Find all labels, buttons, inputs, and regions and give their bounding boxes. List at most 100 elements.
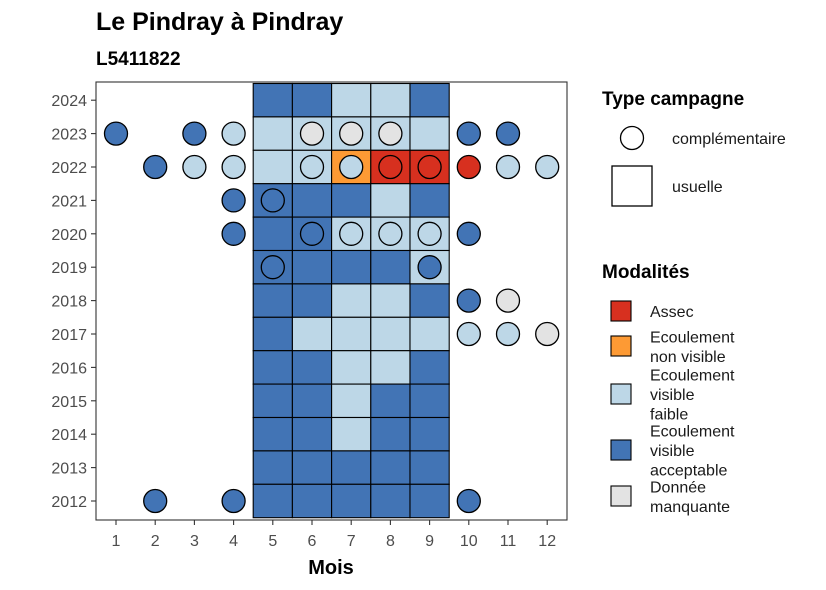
legend-label-ecoulement-visible-faible: Ecoulement visible faible [650, 368, 735, 424]
tile-2015-6 [291, 383, 333, 419]
legend-label-ecoulement-visible-acceptable: Ecoulement visible acceptable [650, 424, 735, 480]
point-2020-9 [417, 221, 442, 246]
legend-swatch-ecoulement-visible-faible [610, 383, 632, 405]
chart-subtitle: L5411822 [96, 49, 181, 70]
y-tick-label-2023: 2023 [51, 127, 87, 144]
x-tick-label-7: 7 [347, 533, 356, 550]
point-2018-11 [495, 288, 521, 313]
tile-2012-7 [331, 483, 372, 519]
tile-2021-7 [331, 183, 372, 218]
tile-2016-8 [370, 350, 411, 385]
point-2018-10 [456, 288, 481, 313]
tile-2017-6 [291, 316, 333, 352]
tile-2018-8 [370, 283, 411, 318]
point-2022-12 [535, 154, 560, 180]
legend-modalites-title: Modalités [602, 262, 690, 283]
point-2022-9 [417, 154, 442, 180]
chart-title: Le Pindray à Pindray [96, 8, 343, 36]
point-2023-11 [495, 121, 521, 146]
tile-2019-7 [331, 249, 372, 285]
tile-2017-7 [331, 316, 372, 352]
tile-2018-6 [291, 283, 333, 318]
point-2019-9 [417, 255, 442, 280]
point-2020-4 [221, 221, 246, 246]
point-2012-10 [456, 488, 481, 514]
x-tick-label-8: 8 [386, 533, 395, 550]
legend-label-ecoulement-non-visible: Ecoulement non visible [650, 329, 735, 366]
tile-2020-5 [252, 216, 293, 252]
tile-2012-9 [409, 483, 450, 519]
y-tick-label-2024: 2024 [51, 93, 87, 110]
tile-2019-8 [370, 249, 411, 285]
x-tick-label-6: 6 [308, 533, 317, 550]
point-2020-7 [339, 221, 364, 246]
tile-2024-5 [252, 82, 293, 118]
tile-2012-8 [370, 483, 411, 519]
point-2020-8 [378, 221, 403, 246]
point-2012-2 [143, 488, 168, 514]
tile-2024-8 [370, 82, 411, 118]
y-axis: 2012 2013 2014 2015 2016 2017 2018 2019 2020 2021… [51, 93, 96, 511]
tile-2018-9 [409, 283, 450, 318]
point-2022-11 [495, 154, 521, 180]
x-tick-label-5: 5 [268, 533, 277, 550]
tile-2012-6 [291, 483, 333, 519]
tile-2014-9 [409, 416, 450, 452]
tile-2017-5 [252, 316, 293, 352]
tile-2014-8 [370, 416, 411, 452]
point-2023-6 [299, 121, 325, 146]
point-2023-10 [456, 121, 481, 146]
y-tick-label-2019: 2019 [51, 260, 87, 277]
tile-2024-6 [291, 82, 333, 118]
point-2022-3 [182, 154, 207, 180]
point-2022-7 [339, 154, 364, 180]
legend-key-compl-mentaire [619, 125, 645, 151]
x-tick-label-12: 12 [538, 533, 556, 550]
point-2012-4 [221, 488, 246, 514]
y-tick-label-2022: 2022 [51, 160, 87, 177]
point-2023-3 [182, 121, 207, 146]
usuelle-tiles [252, 82, 450, 519]
point-2017-12 [535, 321, 560, 347]
point-2020-6 [299, 221, 325, 246]
tile-2016-5 [252, 350, 293, 385]
legend-swatch-ecoulement-non-visible [610, 335, 632, 357]
tile-2015-7 [331, 383, 372, 419]
legend-swatch-assec [610, 300, 632, 322]
x-tick-label-1: 1 [112, 533, 121, 550]
y-tick-label-2017: 2017 [51, 327, 87, 344]
x-axis-title: Mois [308, 557, 354, 579]
point-2021-4 [221, 188, 246, 213]
y-tick-label-2016: 2016 [51, 360, 87, 377]
point-2020-10 [456, 221, 481, 246]
x-tick-label-10: 10 [460, 533, 478, 550]
tile-2018-5 [252, 283, 293, 318]
point-2022-4 [221, 154, 246, 180]
tile-2021-6 [291, 183, 333, 218]
legend-campagne-title: Type campagne [602, 89, 744, 110]
point-2023-4 [221, 121, 246, 146]
y-tick-label-2012: 2012 [51, 494, 87, 511]
tile-2016-6 [291, 350, 333, 385]
y-tick-label-2021: 2021 [51, 193, 87, 210]
point-2023-7 [339, 121, 364, 146]
y-tick-label-2013: 2013 [51, 461, 87, 478]
legend-label-assec: Assec [650, 304, 694, 321]
tile-2022-5 [252, 149, 293, 185]
x-tick-label-3: 3 [190, 533, 199, 550]
point-2023-8 [378, 121, 403, 146]
tile-2016-7 [331, 350, 372, 385]
y-tick-label-2014: 2014 [51, 427, 87, 444]
tile-2021-9 [409, 183, 450, 218]
legend-label-donn-e-manquante: Donnée manquante [650, 479, 730, 516]
tile-2013-7 [331, 450, 372, 485]
point-2022-10 [456, 154, 481, 180]
tile-2024-7 [331, 82, 372, 118]
y-tick-label-2018: 2018 [51, 294, 87, 311]
point-2021-5 [260, 188, 285, 213]
tile-2023-5 [252, 116, 293, 151]
tile-2014-6 [291, 416, 333, 452]
tile-2013-8 [370, 450, 411, 485]
tile-2021-8 [370, 183, 411, 218]
